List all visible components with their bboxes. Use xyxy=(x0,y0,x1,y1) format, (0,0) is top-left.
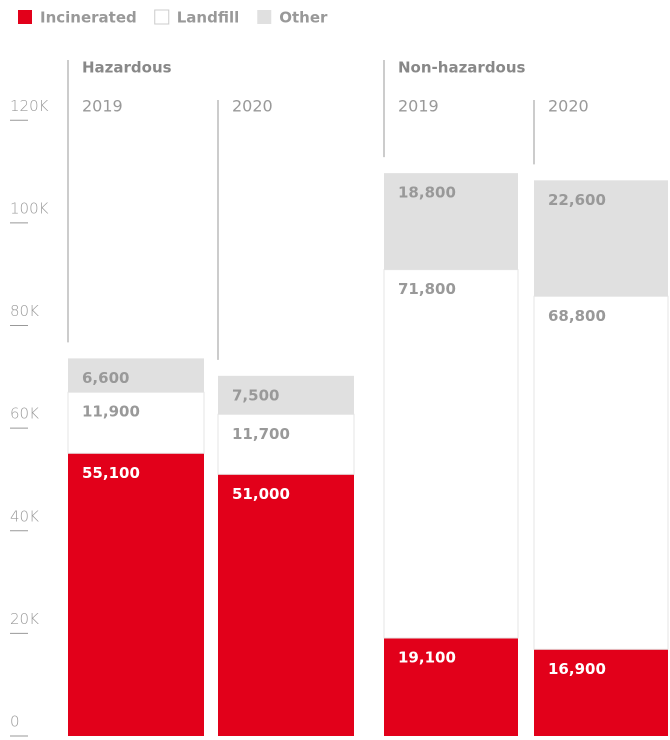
bar-segment xyxy=(68,453,204,736)
value-label: 22,600 xyxy=(548,191,606,209)
bar-segment xyxy=(384,173,518,270)
value-label: 18,800 xyxy=(398,184,456,202)
bar-segment xyxy=(218,474,354,736)
group-label: Non-hazardous xyxy=(398,59,526,77)
value-label: 71,800 xyxy=(398,280,456,298)
y-tick-label: 0 xyxy=(10,713,20,731)
bar-segment xyxy=(534,649,668,736)
y-tick-label: 60K xyxy=(10,405,39,423)
bar-segment xyxy=(68,358,204,393)
bar-segment xyxy=(384,638,518,736)
value-label: 51,000 xyxy=(232,485,290,503)
legend-label: Other xyxy=(279,9,328,27)
category-label: 2019 xyxy=(398,97,439,116)
value-label: 16,900 xyxy=(548,660,606,678)
bar-segment xyxy=(217,413,355,475)
value-label: 11,700 xyxy=(232,425,290,443)
group-label: Hazardous xyxy=(82,59,172,77)
y-tick-label: 80K xyxy=(10,302,39,320)
value-label: 55,100 xyxy=(82,464,140,482)
value-label: 19,100 xyxy=(398,649,456,667)
y-tick-label: 120K xyxy=(10,97,49,115)
legend-label: Landfill xyxy=(177,9,240,27)
bar-segment xyxy=(383,269,519,639)
value-label: 11,900 xyxy=(82,403,140,421)
legend-swatch xyxy=(18,10,32,24)
legend-label: Incinerated xyxy=(40,9,137,27)
value-label: 6,600 xyxy=(82,369,129,387)
y-tick-label: 20K xyxy=(10,610,39,628)
bar-segment xyxy=(67,391,205,454)
legend-swatch xyxy=(257,10,272,24)
category-label: 2019 xyxy=(82,97,123,116)
legend-swatch xyxy=(154,9,170,25)
bar-segment xyxy=(533,295,669,650)
value-label: 68,800 xyxy=(548,307,606,325)
category-label: 2020 xyxy=(548,97,589,116)
y-tick-label: 100K xyxy=(10,199,49,217)
y-tick-label: 40K xyxy=(10,507,39,525)
value-label: 7,500 xyxy=(232,386,279,404)
category-label: 2020 xyxy=(232,97,273,116)
bar-segment xyxy=(534,180,668,297)
bar-segment xyxy=(218,375,354,415)
